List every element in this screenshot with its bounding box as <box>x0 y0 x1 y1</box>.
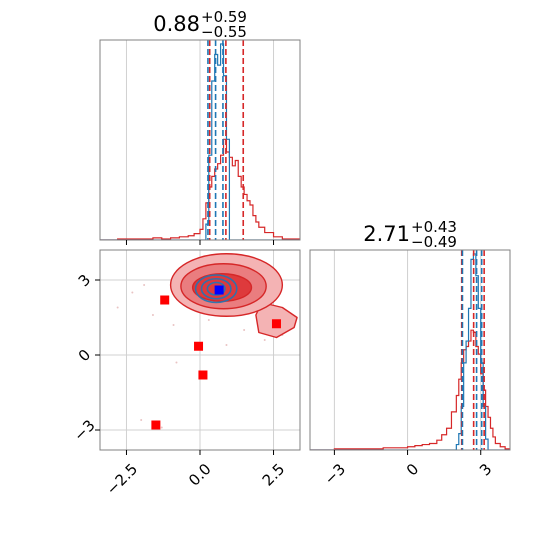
background-point-14 <box>116 306 119 309</box>
hist1-title-value: 2.71 <box>363 222 410 246</box>
hist0-title-minus: −0.55 <box>201 23 247 41</box>
hist0-series <box>100 43 300 240</box>
background-point-1 <box>143 284 146 286</box>
hist0-blue-step <box>100 43 300 240</box>
background-point-0 <box>131 291 134 294</box>
scatter-ytick-label-0: −3 <box>70 416 98 444</box>
hist1-xtick-label-2: 3 <box>476 460 495 479</box>
hist1-series <box>310 253 510 450</box>
red-marker-2 <box>198 370 208 380</box>
red-marker-4 <box>151 420 161 430</box>
scatter-xtick-label-2: 2.5 <box>259 460 289 490</box>
scatter-xtick-label-0: −2.5 <box>103 460 141 498</box>
scatter-xtick-label-1: 0.0 <box>185 460 215 490</box>
background-point-6 <box>243 329 246 331</box>
hist0-title-plus: +0.59 <box>201 8 247 26</box>
hist0-title: 0.88 <box>153 12 200 36</box>
scatter-markers <box>151 285 281 430</box>
scatter-blue-contours <box>194 274 238 304</box>
blue-contour-outer <box>194 274 238 304</box>
background-point-3 <box>172 324 175 326</box>
background-point-2 <box>151 314 154 316</box>
red-marker-1 <box>194 341 204 351</box>
hist0-title-value: 0.88 <box>153 12 200 36</box>
hist1-quantile-lines <box>460 250 485 450</box>
hist1-red-step <box>310 329 510 450</box>
blue-contour-middle <box>200 277 232 300</box>
scatter-panel: −2.5 0.0 2.5 −3 0 3 <box>70 249 301 499</box>
hist1-frame <box>309 249 511 451</box>
background-point-10 <box>140 419 143 421</box>
red-marker-3 <box>271 319 281 329</box>
hist1-blue-step <box>310 253 510 450</box>
hist1-panel: −3 0 3 2.71 +0.43 −0.49 <box>309 218 511 488</box>
hist0-quantile-lines <box>207 40 245 240</box>
background-point-7 <box>263 339 266 341</box>
hist0-red-step <box>100 138 300 240</box>
scatter-ytick-label-2: 3 <box>75 271 94 290</box>
hist0-grid <box>125 40 275 240</box>
hist1-title-plus: +0.43 <box>411 218 457 236</box>
hist1-xtick-label-0: −3 <box>321 460 349 488</box>
hist1-grid <box>333 250 482 450</box>
hist1-xtick-label-1: 0 <box>403 460 422 479</box>
blue-marker <box>214 285 224 295</box>
hist0-panel: 0.88 +0.59 −0.55 <box>99 8 301 245</box>
background-point-15 <box>225 344 228 346</box>
background-point-11 <box>175 361 178 364</box>
hist1-ticks: −3 0 3 <box>321 450 495 488</box>
hist0-ticks <box>125 240 275 245</box>
blue-contour-inner <box>206 281 226 296</box>
background-point-5 <box>207 319 210 321</box>
scatter-ytick-label-1: 0 <box>75 346 94 365</box>
background-point-9 <box>160 426 163 429</box>
hist1-title-minus: −0.49 <box>411 233 457 251</box>
red-marker-0 <box>160 295 170 305</box>
